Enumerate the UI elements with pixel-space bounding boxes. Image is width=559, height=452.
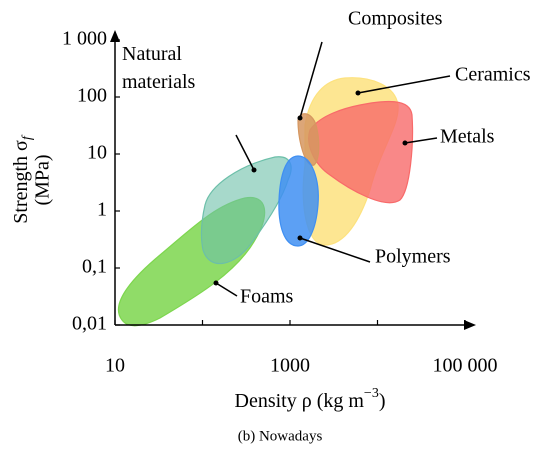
leader-line bbox=[235, 134, 255, 171]
y-tick-label: 1 bbox=[97, 199, 107, 221]
region-label: Polymers bbox=[375, 246, 451, 268]
leader-line bbox=[215, 282, 238, 297]
x-label: Density ρ (kg m−3) bbox=[235, 386, 386, 411]
leader-dot bbox=[251, 167, 257, 173]
leader-dot bbox=[402, 140, 408, 146]
regions bbox=[117, 77, 414, 327]
region-label: Natural materials bbox=[122, 43, 196, 93]
axes bbox=[110, 30, 476, 330]
y-tick-label: 1 000 bbox=[62, 28, 107, 50]
x-label-close: ) bbox=[379, 390, 386, 412]
y-label-text: Strength σ bbox=[10, 140, 32, 224]
caption: (b) Nowadays bbox=[238, 428, 323, 444]
leader-line bbox=[357, 75, 451, 94]
region-label: Foams bbox=[240, 286, 294, 308]
y-label-unit: (MPa) bbox=[32, 154, 54, 205]
leader-dot bbox=[297, 235, 303, 241]
leader-line bbox=[404, 137, 438, 144]
y-label: Strength σf (MPa) bbox=[10, 134, 54, 224]
x-label-sup: −3 bbox=[364, 386, 379, 401]
region-label-box: Natural materials bbox=[122, 43, 196, 93]
leader-line bbox=[299, 41, 323, 119]
y-tick-label: 10 bbox=[87, 142, 107, 164]
leader-dot bbox=[213, 280, 219, 286]
leader-dot bbox=[297, 115, 303, 121]
x-arrow bbox=[464, 320, 476, 330]
y-arrow bbox=[110, 30, 120, 42]
x-label-text: Density ρ (kg m bbox=[235, 390, 365, 412]
leader-line bbox=[299, 237, 371, 263]
x-tick-label: 10 bbox=[105, 355, 125, 377]
leaders bbox=[213, 41, 451, 297]
region-label: Metals bbox=[440, 126, 495, 148]
x-tick-label: 1000 bbox=[270, 355, 310, 377]
y-tick-label: 0,01 bbox=[72, 313, 107, 335]
region-label: Ceramics bbox=[455, 64, 531, 86]
region bbox=[200, 156, 292, 265]
y-label-line: Strength σf bbox=[10, 134, 36, 224]
y-tick-label: 100 bbox=[77, 85, 107, 107]
region bbox=[308, 100, 414, 204]
region bbox=[297, 113, 320, 166]
leader-dot bbox=[355, 90, 361, 96]
region-labels: Foams Natural materials Ceramics Metals … bbox=[122, 8, 531, 308]
region-label: Composites bbox=[348, 8, 443, 30]
y-tick-label: 0,1 bbox=[82, 256, 107, 278]
x-tick-label: 100 000 bbox=[433, 355, 498, 377]
region bbox=[278, 155, 319, 247]
y-label-sub: f bbox=[20, 134, 35, 140]
